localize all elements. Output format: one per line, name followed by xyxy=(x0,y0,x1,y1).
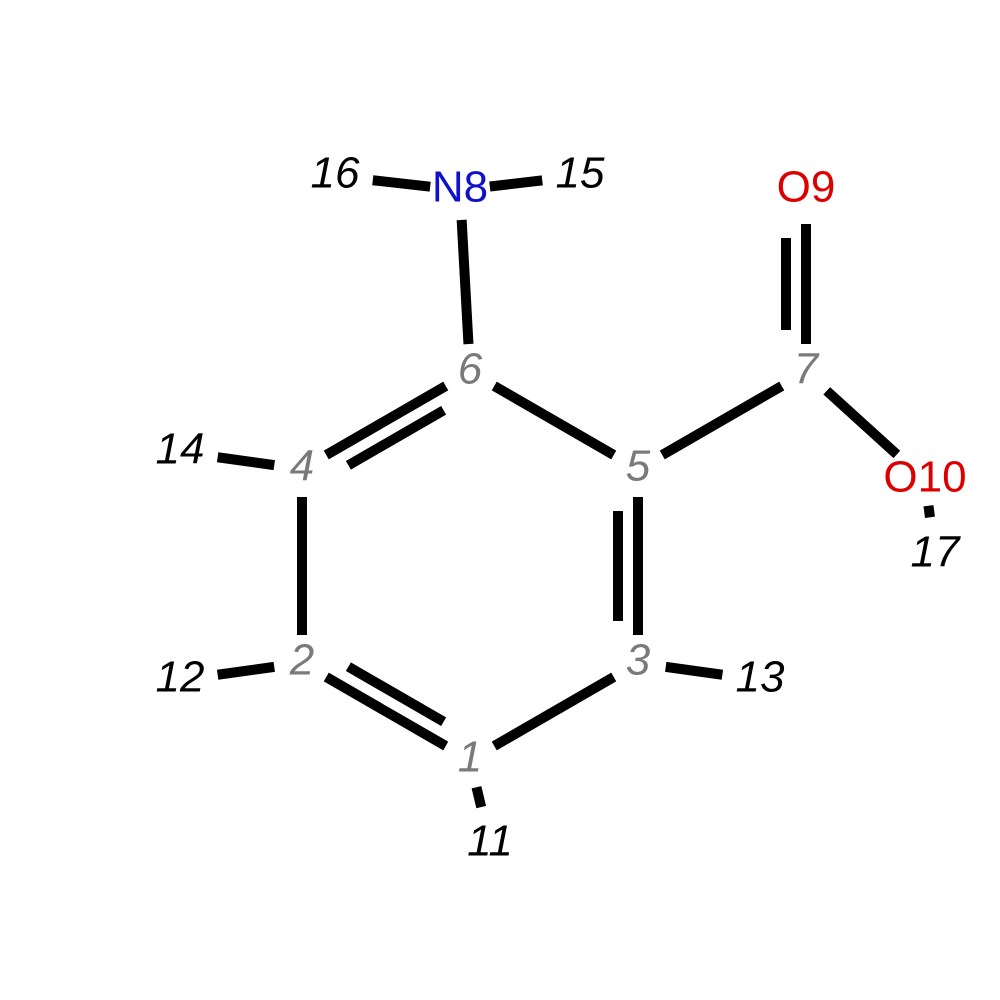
atom-label-a6: 6 xyxy=(458,345,483,394)
molecule-diagram: 1234567N8O9O1011121314151617 xyxy=(0,0,1000,1000)
atom-label-a4: 4 xyxy=(290,442,314,491)
atom-label-a3: 3 xyxy=(626,636,651,685)
atom-label-a10: O10 xyxy=(883,453,966,502)
atom-label-a1: 1 xyxy=(458,733,482,782)
atom-label-a11: 11 xyxy=(467,817,513,866)
atom-label-a16: 16 xyxy=(311,149,360,198)
atom-label-a5: 5 xyxy=(626,442,651,491)
atom-label-a15: 15 xyxy=(556,149,605,198)
atom-label-a13: 13 xyxy=(736,653,785,702)
atom-label-a17: 17 xyxy=(911,528,961,577)
atom-label-a2: 2 xyxy=(289,636,314,685)
atom-label-a9: O9 xyxy=(777,163,836,212)
atom-label-a7: 7 xyxy=(794,345,820,394)
atom-label-a8: N8 xyxy=(432,163,488,212)
atom-label-a12: 12 xyxy=(156,653,205,702)
atom-label-a14: 14 xyxy=(156,425,205,474)
